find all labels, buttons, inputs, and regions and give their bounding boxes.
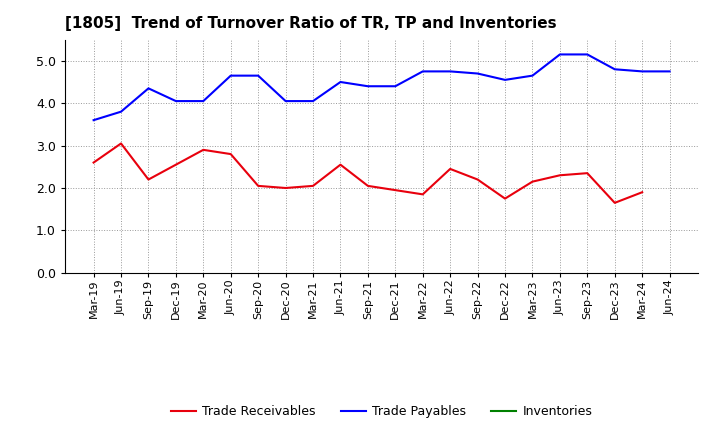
Trade Receivables [473, 177, 482, 182]
Trade Receivables [418, 192, 427, 197]
Trade Payables [473, 71, 482, 76]
Trade Payables [500, 77, 509, 83]
Trade Receivables [611, 200, 619, 205]
Trade Receivables [226, 151, 235, 157]
Trade Receivables [500, 196, 509, 201]
Trade Receivables [336, 162, 345, 167]
Trade Receivables [254, 183, 263, 188]
Trade Receivables [117, 141, 125, 146]
Trade Payables [528, 73, 537, 78]
Trade Payables [309, 99, 318, 104]
Trade Receivables [199, 147, 207, 153]
Trade Payables [254, 73, 263, 78]
Trade Payables [364, 84, 372, 89]
Line: Trade Receivables: Trade Receivables [94, 143, 642, 203]
Trade Payables [446, 69, 454, 74]
Trade Payables [638, 69, 647, 74]
Trade Receivables [144, 177, 153, 182]
Trade Payables [665, 69, 674, 74]
Trade Receivables [309, 183, 318, 188]
Line: Trade Payables: Trade Payables [94, 55, 670, 120]
Trade Payables [336, 79, 345, 84]
Trade Receivables [556, 172, 564, 178]
Text: [1805]  Trend of Turnover Ratio of TR, TP and Inventories: [1805] Trend of Turnover Ratio of TR, TP… [65, 16, 557, 32]
Trade Payables [391, 84, 400, 89]
Legend: Trade Receivables, Trade Payables, Inventories: Trade Receivables, Trade Payables, Inven… [166, 400, 597, 423]
Trade Receivables [364, 183, 372, 188]
Trade Receivables [391, 187, 400, 193]
Trade Receivables [638, 190, 647, 195]
Trade Receivables [89, 160, 98, 165]
Trade Payables [611, 66, 619, 72]
Trade Receivables [446, 166, 454, 172]
Trade Payables [418, 69, 427, 74]
Trade Payables [226, 73, 235, 78]
Trade Receivables [171, 162, 180, 167]
Trade Payables [117, 109, 125, 114]
Trade Receivables [282, 185, 290, 191]
Trade Receivables [528, 179, 537, 184]
Trade Payables [282, 99, 290, 104]
Trade Payables [199, 99, 207, 104]
Trade Payables [556, 52, 564, 57]
Trade Payables [144, 86, 153, 91]
Trade Payables [171, 99, 180, 104]
Trade Payables [583, 52, 592, 57]
Trade Payables [89, 117, 98, 123]
Trade Receivables [583, 171, 592, 176]
